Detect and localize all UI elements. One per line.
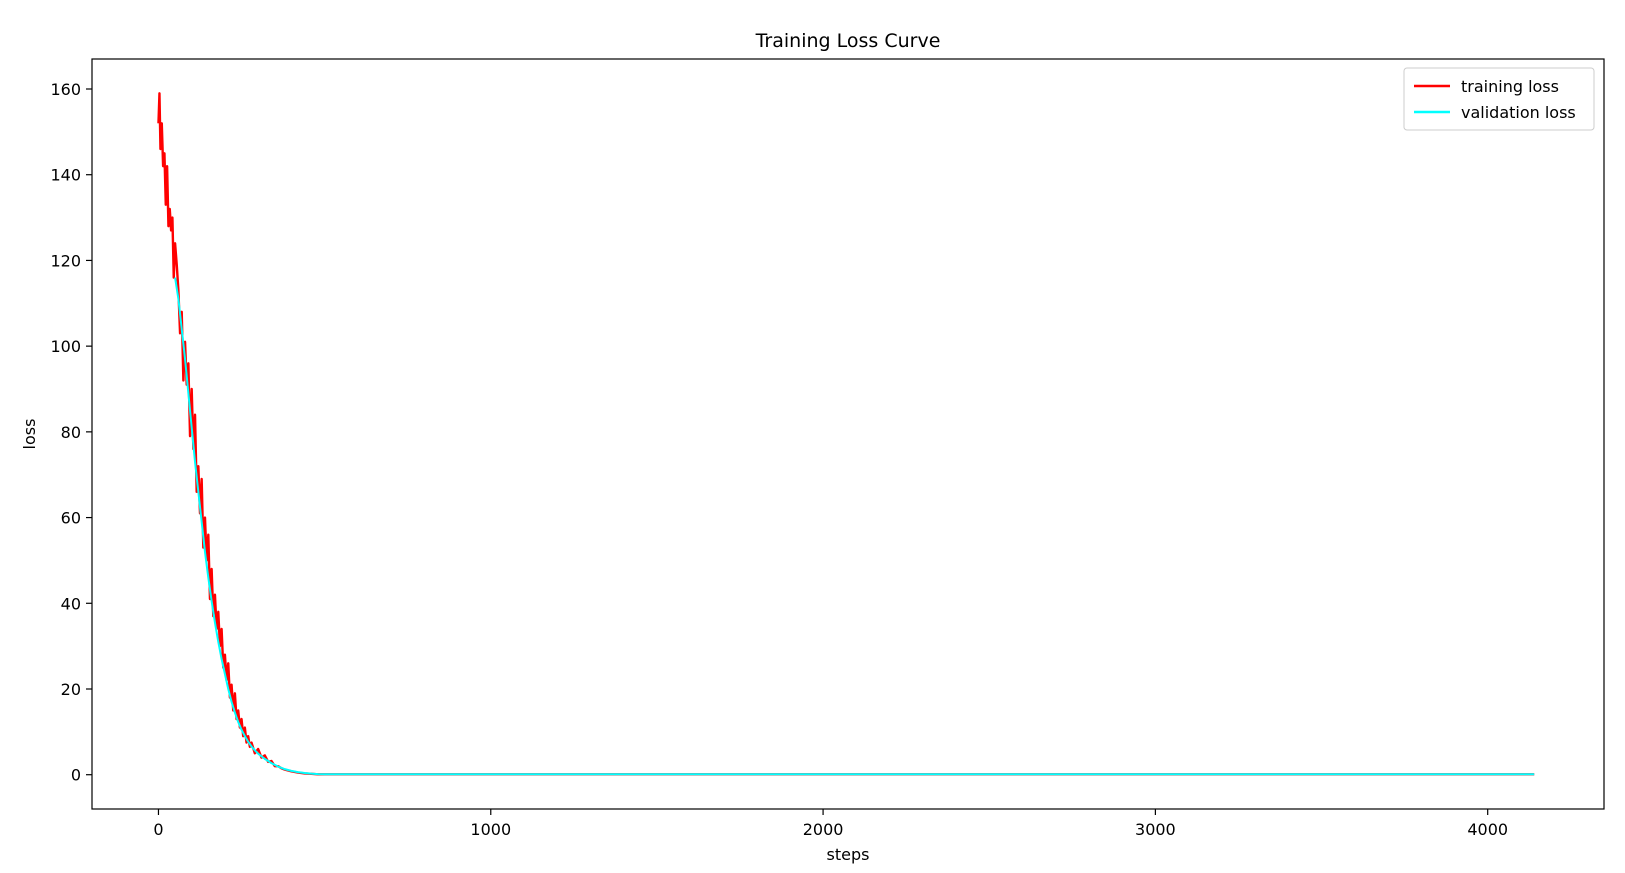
legend-box xyxy=(1403,67,1595,131)
chart-title: Training Loss Curve xyxy=(755,30,941,52)
x-axis-label: steps xyxy=(827,845,870,864)
plot-area xyxy=(157,92,1535,776)
y-tick-label: 80 xyxy=(61,423,81,442)
x-axis-ticks: 0 1000 2000 3000 4000 xyxy=(153,809,1508,839)
x-tick-label: 2000 xyxy=(803,820,844,839)
y-axis-ticks: 0 20 40 60 80 100 120 140 160 xyxy=(50,80,92,785)
y-tick-label: 20 xyxy=(61,680,81,699)
y-tick-label: 160 xyxy=(50,80,81,99)
legend-label-1: validation loss xyxy=(1461,103,1576,122)
legend-label-0: training loss xyxy=(1461,77,1559,96)
axes-frame xyxy=(91,58,1605,810)
x-tick-label: 0 xyxy=(153,820,163,839)
y-tick-label: 100 xyxy=(50,337,81,356)
y-tick-label: 120 xyxy=(50,251,81,270)
y-tick-label: 0 xyxy=(71,766,81,785)
x-tick-label: 3000 xyxy=(1135,820,1176,839)
y-tick-label: 60 xyxy=(61,509,81,528)
x-tick-label: 4000 xyxy=(1467,820,1508,839)
y-tick-label: 140 xyxy=(50,166,81,185)
x-tick-label: 1000 xyxy=(470,820,511,839)
y-axis-label: loss xyxy=(20,419,39,450)
y-tick-label: 40 xyxy=(61,594,81,613)
series-line-1 xyxy=(174,277,1535,776)
legend: training loss validation loss xyxy=(1403,67,1595,131)
